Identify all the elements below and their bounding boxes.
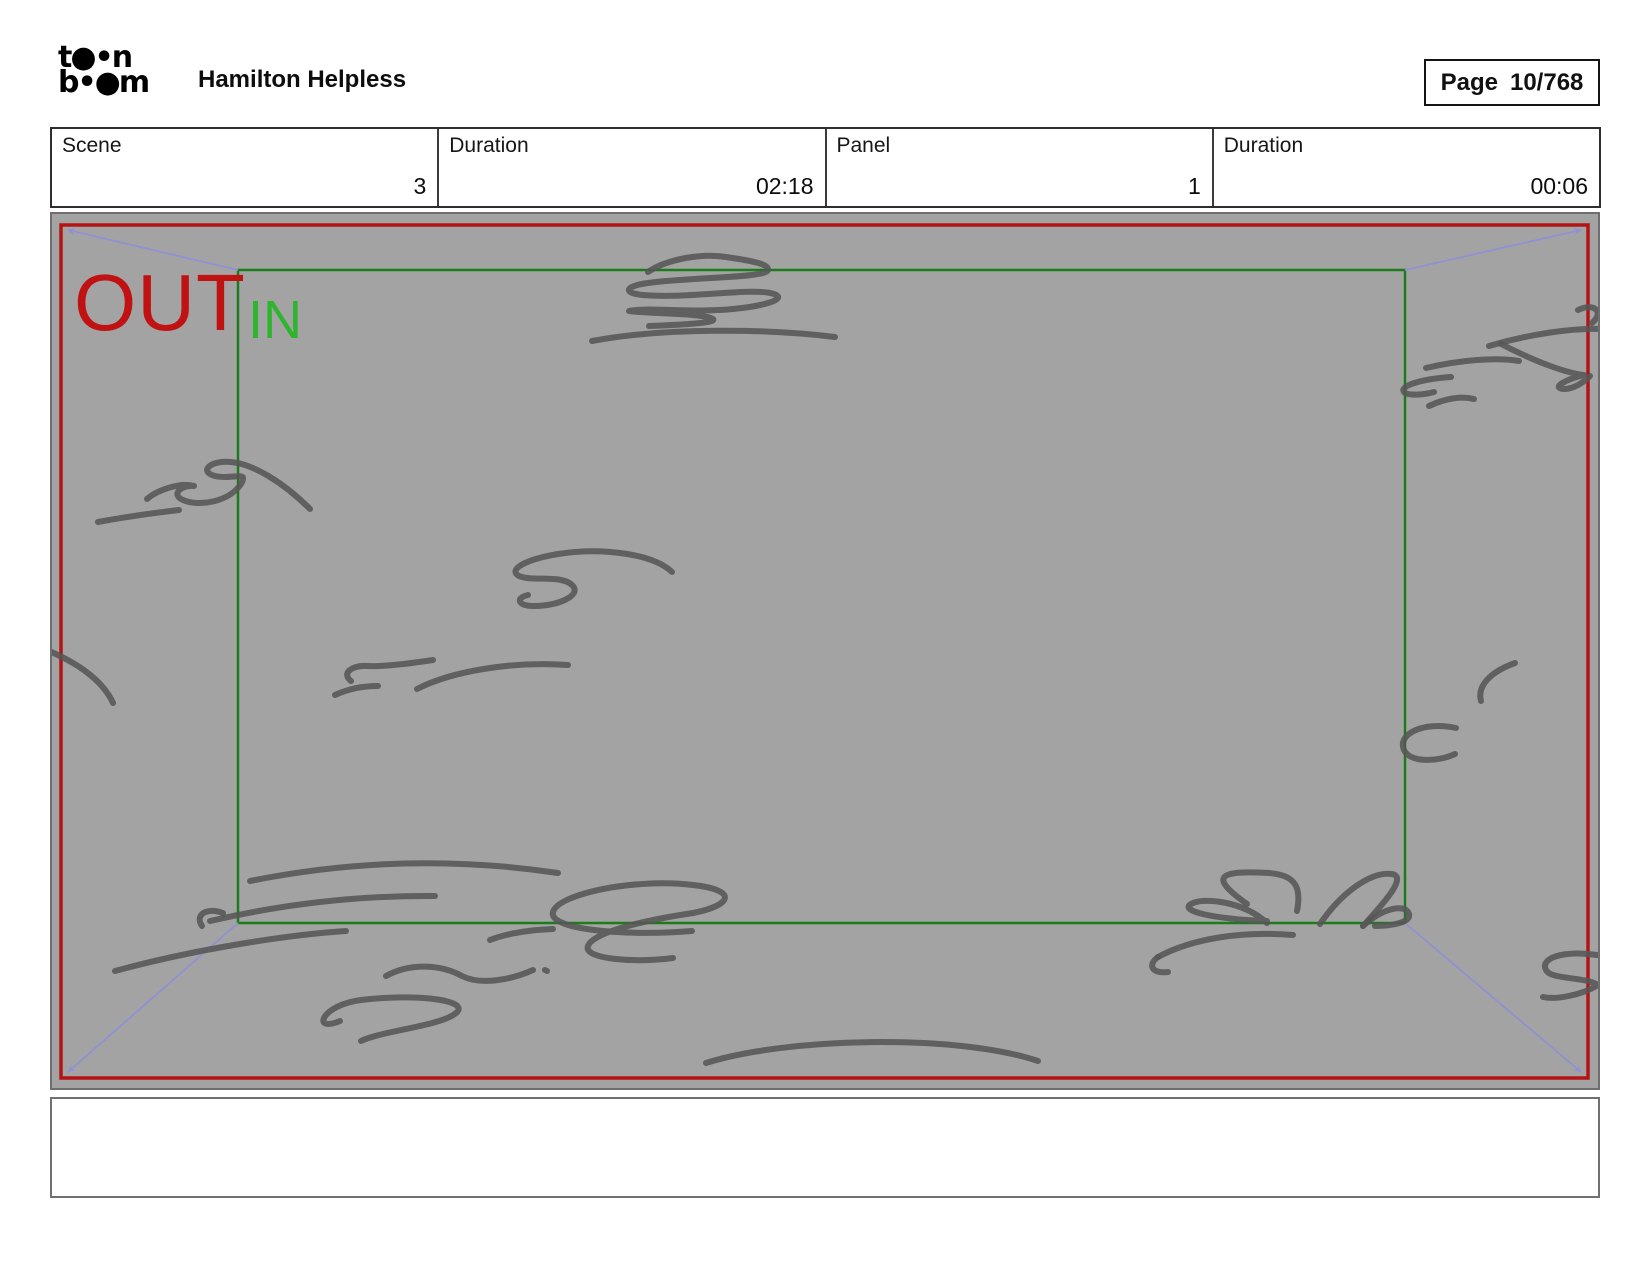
camera-motion-arrow [1404,228,1582,271]
caption-box [50,1097,1600,1198]
toonboom-logo-line1: t●•n [58,40,133,75]
sketch-stroke [95,507,182,525]
sketch-stroke [1540,950,1598,1001]
sketch-stroke [320,994,462,1044]
storyboard-panel: OUT IN [50,212,1600,1090]
scene-value: 3 [413,173,427,199]
info-cell-panel: Panel 1 [827,129,1214,206]
sketch-stroke [626,252,782,329]
sketch-strokes [52,252,1598,1066]
sketch-stroke [383,963,536,984]
info-cell-scene-duration: Duration 02:18 [439,129,827,206]
panel-background [52,214,1598,1088]
sketch-stroke [332,683,381,698]
sketch-stroke [1360,905,1413,929]
sketch-stroke [1149,954,1171,976]
toonboom-logo: t●•n b•●m [58,40,150,100]
sketch-stroke [247,860,561,884]
panel-value: 1 [1187,173,1201,199]
sketch-stroke [1423,356,1522,371]
info-cell-panel-duration: Duration 00:06 [1214,129,1599,206]
sketch-stroke [542,967,550,974]
sketch-stroke [112,928,349,974]
sketch-stroke [196,907,226,929]
sketch-stroke [1399,723,1459,763]
camera-in-label: IN [248,290,302,350]
sketch-stroke [1477,660,1518,704]
panel-duration-label: Duration [1223,134,1304,157]
panel-canvas: OUT IN [52,214,1598,1088]
sketch-stroke [1220,869,1302,914]
camera-motion-arrow [1404,922,1582,1073]
panel-label: Panel [836,134,891,157]
sketch-stroke [144,458,313,512]
sketch-stroke [1317,870,1401,929]
project-title: Hamilton Helpless [198,66,407,93]
scene-label: Scene [62,134,122,157]
sketch-stroke [589,327,838,344]
toonboom-logo-line2: b•●m [58,65,150,100]
sketch-stroke [1575,304,1598,326]
camera-in-frame [236,268,1407,925]
page-number-value: 10/768 [1509,68,1584,96]
camera-motion-arrow [67,228,239,271]
sketch-stroke [344,657,436,684]
scene-duration-value: 02:18 [755,173,814,199]
page-number-label: Page [1440,68,1498,96]
sketch-stroke [1185,897,1270,926]
scene-duration-label: Duration [449,134,529,157]
camera-out-label: OUT [74,258,246,347]
page-number-box: Page 10/768 [1424,59,1600,106]
sketch-stroke [549,880,728,964]
sketch-stroke [703,1039,1041,1066]
sketch-stroke [414,661,571,692]
panel-duration-value: 00:06 [1530,173,1588,199]
sketch-stroke [512,548,675,609]
sketch-stroke [487,926,556,943]
sketch-stroke [207,892,438,924]
camera-out-frame [59,223,1590,1080]
sketch-stroke [1426,394,1477,409]
sketch-stroke [1400,374,1454,398]
sketch-stroke [1498,341,1593,392]
info-cell-scene: Scene 3 [52,129,440,206]
sketch-stroke [52,649,116,706]
sketch-stroke [1155,930,1296,960]
shot-info-row: Scene 3 Duration 02:18 Panel 1 Duration … [50,127,1601,208]
